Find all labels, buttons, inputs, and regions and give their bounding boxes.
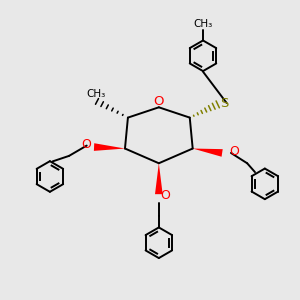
Polygon shape xyxy=(193,148,223,157)
Polygon shape xyxy=(155,163,163,194)
Text: CH₃: CH₃ xyxy=(87,89,106,99)
Text: S: S xyxy=(220,97,228,110)
Polygon shape xyxy=(94,143,125,151)
Text: O: O xyxy=(230,145,239,158)
Text: O: O xyxy=(81,138,91,151)
Text: O: O xyxy=(154,95,164,108)
Text: CH₃: CH₃ xyxy=(194,19,213,29)
Text: O: O xyxy=(160,189,170,202)
